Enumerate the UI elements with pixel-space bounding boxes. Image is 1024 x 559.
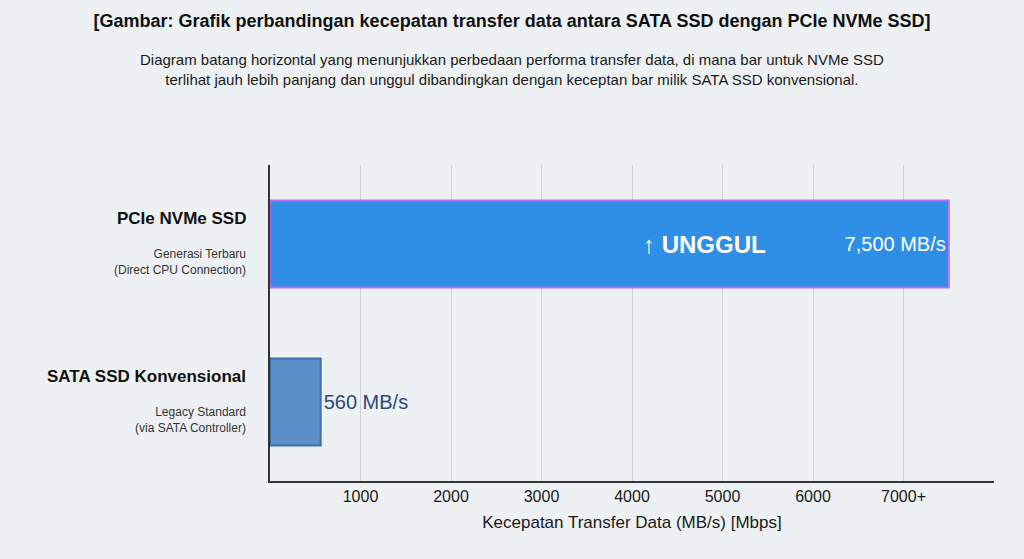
svg-text:7,500 MB/s: 7,500 MB/s: [845, 233, 946, 255]
svg-text:Generasi Terbaru(Direct CPU Co: Generasi Terbaru(Direct CPU Connection): [114, 247, 246, 277]
svg-text:6000: 6000: [795, 488, 831, 505]
svg-text:5000: 5000: [705, 488, 741, 505]
svg-text:PCIe NVMe SSD: PCIe NVMe SSD: [117, 209, 246, 228]
svg-text:3000: 3000: [524, 488, 560, 505]
svg-text:[Gambar: Grafik perbandingan k: [Gambar: Grafik perbandingan kecepatan t…: [94, 11, 931, 31]
svg-text:SATA SSD Konvensional: SATA SSD Konvensional: [47, 367, 246, 386]
svg-text:560 MB/s: 560 MB/s: [324, 391, 408, 413]
svg-text:Legacy Standard(via SATA Contr: Legacy Standard(via SATA Controller): [135, 405, 246, 435]
svg-text:2000: 2000: [433, 488, 469, 505]
svg-text:7000+: 7000+: [881, 488, 926, 505]
svg-text:1000: 1000: [343, 488, 379, 505]
svg-text:↑ UNGGUL: ↑ UNGGUL: [643, 231, 766, 258]
svg-text:4000: 4000: [614, 488, 650, 505]
svg-text:Kecepatan Transfer Data (MB/s): Kecepatan Transfer Data (MB/s) [Mbps]: [482, 513, 782, 532]
svg-text:Diagram batang horizontal yang: Diagram batang horizontal yang menunjukk…: [140, 51, 884, 88]
